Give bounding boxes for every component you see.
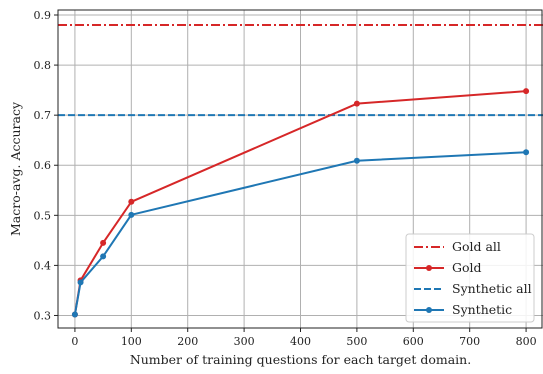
y-tick-label: 0.6 xyxy=(34,159,52,172)
x-axis-title: Number of training questions for each ta… xyxy=(130,352,471,367)
data-point-gold xyxy=(100,239,107,246)
data-point-synthetic xyxy=(71,311,78,318)
y-tick-label: 0.7 xyxy=(34,109,52,122)
data-point-synthetic xyxy=(100,253,107,260)
legend-label-gold-all: Gold all xyxy=(452,239,501,254)
x-tick-label: 400 xyxy=(290,335,311,348)
legend-marker-synthetic xyxy=(426,307,432,313)
x-tick-label: 100 xyxy=(121,335,142,348)
legend-box xyxy=(405,233,535,323)
x-tick-label: 300 xyxy=(234,335,255,348)
y-tick-label: 0.9 xyxy=(34,9,52,22)
y-tick-label: 0.5 xyxy=(34,209,52,222)
legend-marker-gold xyxy=(426,265,432,271)
legend: Gold all Gold Synthetic all Synthetic xyxy=(405,233,535,323)
data-point-synthetic xyxy=(353,157,360,164)
reference-lines xyxy=(58,24,543,117)
x-tick-label: 600 xyxy=(403,335,424,348)
ticks: 0 100 200 300 400 500 600 700 800 0.3 0.4 0.5 0.6 0.7… xyxy=(34,9,537,348)
data-point-gold xyxy=(128,198,135,205)
legend-label-gold: Gold xyxy=(452,260,482,275)
data-point-gold xyxy=(353,100,360,107)
x-tick-label: 500 xyxy=(346,335,367,348)
y-tick-label: 0.4 xyxy=(34,259,52,272)
legend-label-synthetic: Synthetic xyxy=(452,302,512,317)
legend-label-synthetic-all: Synthetic all xyxy=(452,281,532,296)
x-tick-label: 0 xyxy=(71,335,78,348)
series xyxy=(71,88,530,318)
x-tick-label: 200 xyxy=(177,335,198,348)
data-point-gold xyxy=(523,88,530,95)
data-point-synthetic xyxy=(77,279,84,286)
x-tick-label: 800 xyxy=(516,335,537,348)
data-point-synthetic xyxy=(128,211,135,218)
y-axis-title: Macro-avg. Accuracy xyxy=(8,101,23,236)
series-line-synthetic xyxy=(73,151,527,315)
data-point-synthetic xyxy=(523,149,530,156)
x-tick-label: 700 xyxy=(459,335,480,348)
y-tick-label: 0.8 xyxy=(34,59,52,72)
y-tick-label: 0.3 xyxy=(34,309,52,322)
